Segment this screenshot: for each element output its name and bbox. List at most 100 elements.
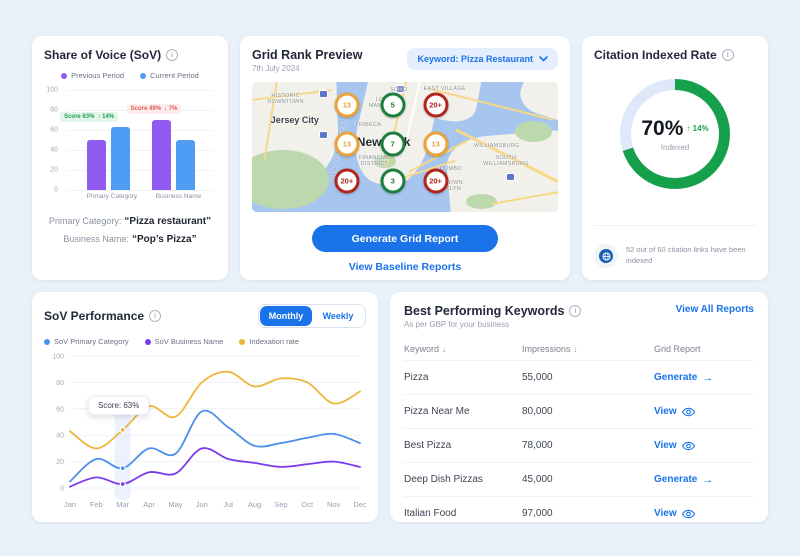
indexed-sublabel: Indexed [660,142,690,152]
svg-text:80: 80 [56,380,64,387]
rank-pin[interactable]: 20+ [423,168,449,194]
legend-label: Indexation rate [249,337,300,346]
keywords-rows: Pizza 55,000 Generate → Pizza Near Me 80,000 V… [404,360,754,530]
column-header-grid-report: Grid Report [654,344,701,354]
best-keywords-card: Best Performing Keywords As per GBP for … [390,292,768,522]
arrow-right-icon: → [702,473,714,486]
legend-label: Previous Period [71,71,125,80]
map-label: DUMBO [439,166,462,173]
info-icon[interactable] [166,49,179,61]
citation-link-icon-wrap [594,244,618,268]
grid-rank-card: Grid Rank Preview 7th July 2024 Keyword:… [240,36,570,280]
rank-pin[interactable]: 13 [423,131,449,157]
sort-icon[interactable]: ↓ [573,345,578,354]
svg-text:May: May [168,500,182,509]
view-baseline-reports-link[interactable]: View Baseline Reports [348,261,462,273]
perf-legend: SoV Primary Category SoV Business Name Ind… [44,337,366,346]
view-report-link[interactable]: View [654,440,754,451]
impressions-cell: 97,000 [522,508,553,519]
keyword-cell: Deep Dish Pizzas [404,474,483,485]
keyword-cell: Best Pizza [404,440,452,451]
impressions-cell: 55,000 [522,372,553,383]
toggle-weekly[interactable]: Weekly [312,306,364,326]
primary-category-label: Primary Category: [48,216,122,226]
map-label: Jersey City [270,114,319,125]
view-report-link[interactable]: View [654,508,754,519]
sort-icon[interactable]: ↓ [442,345,447,354]
grid-rank-title: Grid Rank Preview [252,48,363,62]
sov-bar-chart: 100 80 60 40 20 0 Score 63% ↑ 14% Score 49% ↓… [44,87,216,208]
keyword-cell: Pizza Near Me [404,406,470,417]
grid-rank-header: Grid Rank Preview 7th July 2024 Keyword:… [252,48,558,73]
legend-item: Current Period [140,71,199,80]
rank-pin[interactable]: 3 [380,168,406,194]
bar [86,140,106,190]
chevron-down-icon [539,56,548,62]
info-icon[interactable] [569,305,582,317]
map-label: FINANCIAL DISTRICT [358,155,391,168]
globe-icon [599,249,613,263]
generate-report-link[interactable]: Generate → [654,473,714,486]
keywords-subtitle: As per GBP for your business [404,320,510,329]
map-park [374,154,396,168]
bar [151,120,172,190]
keyword-dropdown-label: Keyword: Pizza Restaurant [417,54,533,64]
donut-center: 70% ↑ 14% Indexed [620,79,730,189]
rank-pin[interactable]: 7 [380,131,406,157]
svg-text:Dec: Dec [353,500,366,509]
rank-pin[interactable]: 5 [380,92,406,118]
business-name-value: “Pop’s Pizza” [131,234,197,245]
map-label: SOUTH WILLIAMSBURG [483,155,529,168]
view-all-reports-link[interactable]: View All Reports [675,304,754,315]
period-toggle: Monthly Weekly [258,304,366,328]
svg-text:Jan: Jan [64,500,76,509]
legend-item: SoV Business Name [144,337,224,346]
column-header-impressions[interactable]: Impressions ↓ [522,344,578,354]
category-label: Business Name [155,193,202,200]
toggle-monthly[interactable]: Monthly [260,306,312,326]
map-park [466,193,497,210]
primary-category-value: “Pizza restaurant” [124,216,212,227]
rank-pin[interactable]: 20+ [423,92,449,118]
rank-pin[interactable]: 13 [334,92,360,118]
rank-pin[interactable]: 13 [334,131,360,157]
view-report-link[interactable]: View [654,406,754,417]
indexed-delta: ↑ 14% [686,124,709,133]
sov-card-title-row: Share of Voice (SoV) [44,48,216,62]
map-label: SOHO [390,86,408,93]
eye-icon [681,407,695,416]
indexed-percent: 70% [641,116,684,140]
generate-report-link[interactable]: Generate → [654,371,714,384]
eye-icon [681,509,695,518]
svg-text:Apr: Apr [143,500,155,509]
legend-label: SoV Business Name [154,337,224,346]
legend-item: Previous Period [61,71,124,80]
citation-footnote-text: 52 out of 60 citation links have been in… [626,245,746,265]
generate-grid-report-button[interactable]: Generate Grid Report [312,225,498,252]
road-shield-icon [395,84,405,93]
rank-pin[interactable]: 20+ [334,168,360,194]
grid-rank-title-block: Grid Rank Preview 7th July 2024 [252,48,362,73]
legend-dot [44,338,50,345]
svg-text:0: 0 [60,486,64,493]
info-icon[interactable] [149,310,162,322]
legend-dot [140,72,147,79]
map-land-northeast [515,82,558,124]
business-name-label: Business Name: [63,234,129,244]
bar [111,127,131,190]
info-icon[interactable] [721,49,734,61]
chart-tooltip: Score: 63% [88,396,150,415]
citation-footnote: 52 out of 60 citation links have been in… [594,244,758,268]
score-badge-negative: Score 49% ↓ 7% [126,104,182,114]
sov-legend: Previous Period Current Period [44,71,216,80]
column-header-keyword[interactable]: Keyword ↓ [404,344,447,354]
keyword-dropdown[interactable]: Keyword: Pizza Restaurant [407,48,558,70]
score-text: Score 49% [130,106,162,112]
legend-dot [239,338,246,345]
keywords-table-header: Keyword ↓ Impressions ↓ Grid Report [404,337,754,360]
svg-text:Jul: Jul [223,500,233,509]
road-shield-icon [319,89,329,98]
business-name-row: Business Name: “Pop’s Pizza” [44,234,216,245]
